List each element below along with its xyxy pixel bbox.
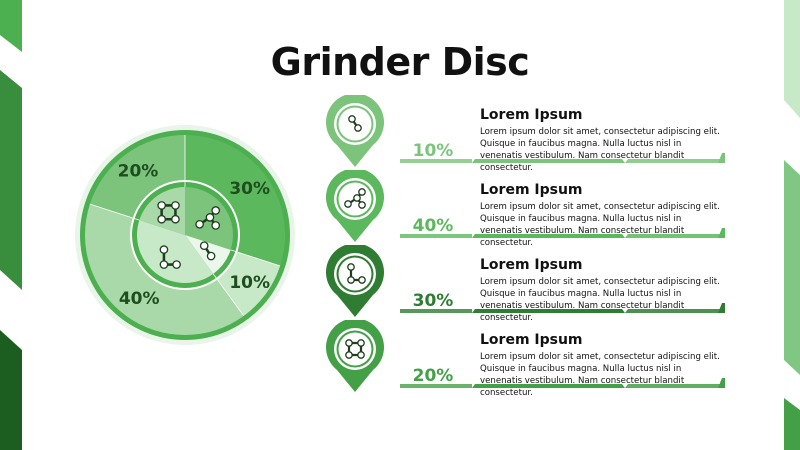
row-heading: Lorem Ipsum <box>480 332 583 348</box>
molecule-icon <box>347 263 366 284</box>
location-pin-icon <box>326 320 384 392</box>
row-heading: Lorem Ipsum <box>480 182 583 198</box>
row-heading: Lorem Ipsum <box>480 257 583 273</box>
pin-center <box>338 257 372 291</box>
info-row: 20% Lorem Ipsum Lorem ipsum dolor sit amet… <box>400 332 730 402</box>
pie-slice-inner <box>137 220 214 283</box>
pin-center <box>338 332 372 366</box>
molecule-icon <box>348 115 362 132</box>
row-description: Lorem ipsum dolor sit amet, consectetur … <box>480 127 720 173</box>
pie-slice-label: 40% <box>119 289 160 309</box>
molecule-icon <box>159 245 181 269</box>
page-title: Grinder Disc <box>270 40 530 84</box>
molecule-icon <box>345 339 365 359</box>
molecule-icon <box>157 201 180 224</box>
right-edge-decoration <box>784 0 800 450</box>
pie-slice-label: 10% <box>229 273 270 293</box>
row-percent: 20% <box>412 366 454 386</box>
row-description: Lorem ipsum dolor sit amet, consectetur … <box>480 202 720 248</box>
pie-slice-divider <box>230 249 281 267</box>
pie-slice-divider <box>89 203 140 221</box>
row-percent: 40% <box>412 216 454 236</box>
pie-slice-divider <box>212 273 245 317</box>
row-percent: 30% <box>412 291 454 311</box>
location-pin-icon <box>326 245 384 317</box>
pie-slice-label: 20% <box>118 161 159 181</box>
location-pin-icon <box>326 170 384 242</box>
info-row: 30% Lorem Ipsum Lorem ipsum dolor sit amet… <box>400 257 730 327</box>
row-description: Lorem ipsum dolor sit amet, consectetur … <box>480 277 720 323</box>
info-row: 40% Lorem Ipsum Lorem ipsum dolor sit amet… <box>400 182 730 252</box>
molecule-icon <box>344 188 366 209</box>
molecule-icon <box>195 206 221 230</box>
row-underline-bar <box>400 303 725 313</box>
row-underline-bar <box>400 378 725 388</box>
row-underline-bar <box>400 153 725 163</box>
row-percent: 10% <box>412 141 454 161</box>
pie-slice-label: 30% <box>229 179 270 199</box>
row-heading: Lorem Ipsum <box>480 107 583 123</box>
molecule-icon <box>199 241 216 261</box>
row-description: Lorem ipsum dolor sit amet, consectetur … <box>480 352 720 398</box>
info-row: 10% Lorem Ipsum Lorem ipsum dolor sit amet… <box>400 107 730 177</box>
location-pin-icon <box>326 95 384 167</box>
grinder-disc-chart: 30% 10% 40% 20% <box>75 125 295 345</box>
row-underline-bar <box>400 228 725 238</box>
left-edge-decoration <box>0 0 22 450</box>
